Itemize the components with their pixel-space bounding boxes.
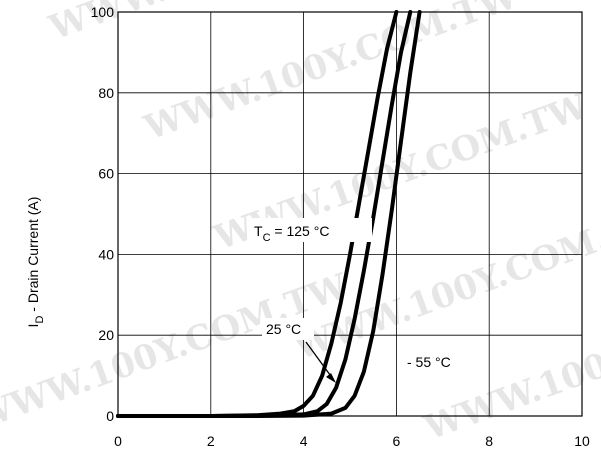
series-label-125c-main: T <box>254 223 263 239</box>
x-tick-label: 4 <box>300 433 308 449</box>
label-125-backing <box>252 218 372 242</box>
y-axis-label: ID - Drain Current (A) <box>25 197 46 328</box>
series-label-minus55c: - 55 °C <box>407 354 451 370</box>
label-55-backing <box>405 350 471 372</box>
x-tick-label: 6 <box>393 433 401 449</box>
y-tick-label: 100 <box>91 4 115 20</box>
series-label-25c-arrow <box>305 341 334 380</box>
series-label-125c: TC = 125 °C <box>254 223 329 244</box>
y-tick-label: 80 <box>98 85 114 101</box>
series-label-25c: 25 °C <box>266 321 301 337</box>
y-tick-label: 0 <box>106 408 114 424</box>
y-tick-label: 40 <box>98 246 114 262</box>
watermark-text: WWW.100Y.COM.TW <box>138 0 523 149</box>
series-label-25c-arrowhead <box>326 373 336 383</box>
x-tick-labels: 0 2 4 6 8 10 <box>114 433 590 449</box>
y-axis-label-main: I <box>25 324 41 328</box>
y-axis-label-sub: D <box>34 316 46 324</box>
x-tick-label: 0 <box>114 433 122 449</box>
y-tick-labels: 0 20 40 60 80 100 <box>91 4 115 424</box>
y-tick-label: 60 <box>98 166 114 182</box>
series-label-125c-rest: = 125 °C <box>271 223 330 239</box>
x-tick-label: 2 <box>207 433 215 449</box>
label-25-backing <box>262 318 314 340</box>
y-axis-label-rest: - Drain Current (A) <box>25 197 41 316</box>
y-tick-label: 20 <box>98 327 114 343</box>
x-tick-label: 10 <box>574 433 590 449</box>
x-tick-label: 8 <box>485 433 493 449</box>
series-label-125c-sub: C <box>263 232 271 244</box>
plot-frame <box>117 11 583 417</box>
